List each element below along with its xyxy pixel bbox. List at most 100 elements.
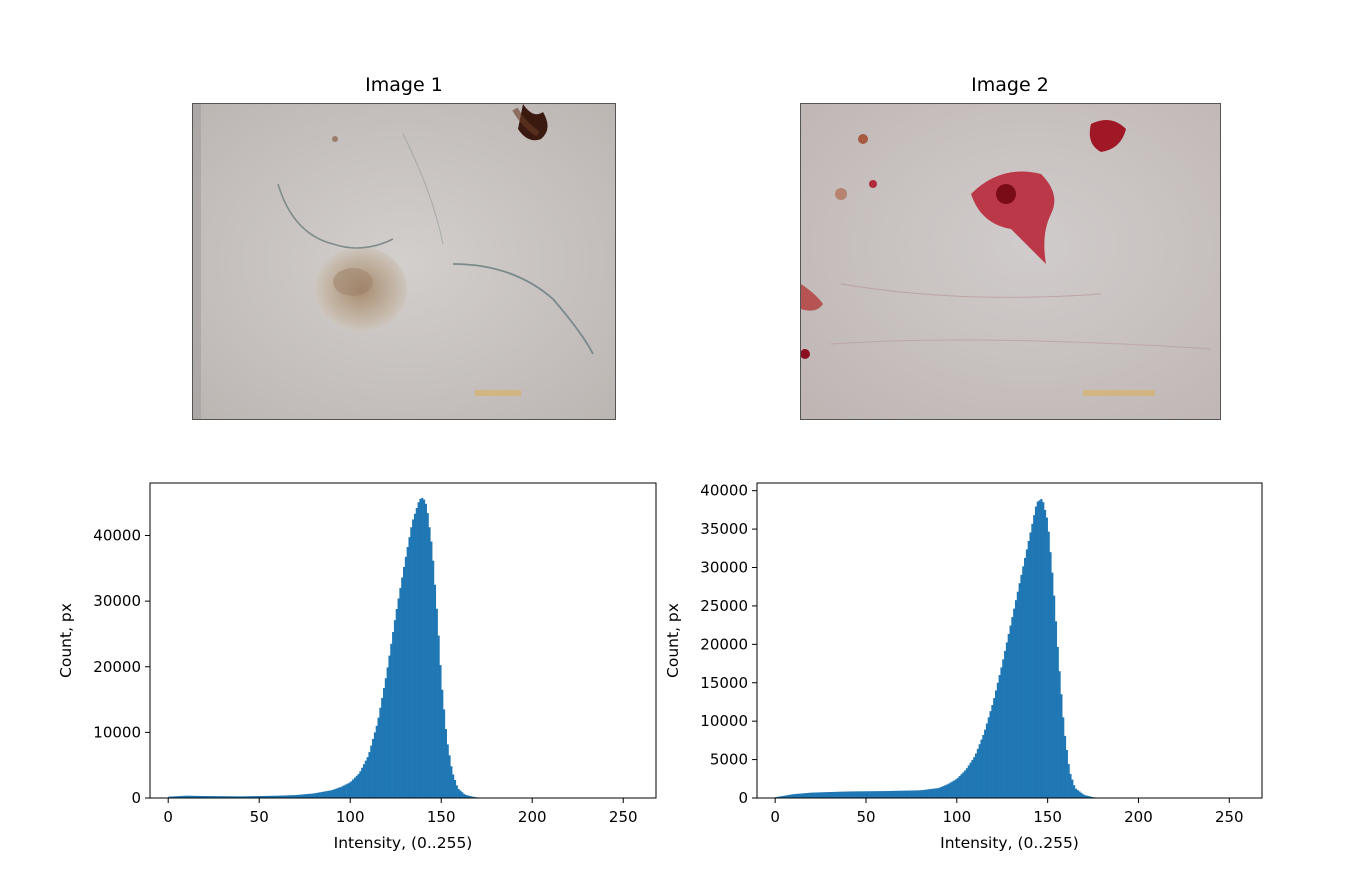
histogram-bar	[405, 557, 407, 798]
histogram-bar	[920, 790, 922, 798]
histogram-bar	[1037, 502, 1039, 798]
y-tick-label: 40000	[700, 482, 748, 500]
histogram-bar	[383, 688, 385, 798]
histogram-bar	[964, 771, 966, 799]
histogram-bar	[1015, 600, 1017, 798]
histogram-bar	[421, 498, 423, 798]
histogram-bar	[993, 698, 995, 798]
histogram-bar	[966, 768, 968, 798]
histogram-bar	[398, 599, 400, 799]
histogram-bar	[387, 667, 389, 798]
x-tick-label: 0	[163, 808, 173, 826]
histogram-bar	[441, 690, 443, 798]
histogram-bar	[922, 790, 924, 798]
histogram-bar	[951, 781, 953, 798]
histogram-bar	[960, 774, 962, 798]
x-tick-label: 0	[770, 808, 780, 826]
histogram-bar	[1049, 552, 1051, 798]
histogram-bar	[1079, 791, 1081, 798]
histogram-bar	[1029, 532, 1031, 798]
histogram-bar	[305, 794, 307, 798]
histogram-bar	[891, 791, 893, 798]
histogram-bar	[888, 791, 890, 798]
histogram-bar	[363, 764, 365, 798]
histogram-bar	[1002, 659, 1004, 798]
histogram-bar	[917, 790, 919, 798]
histogram-bar	[454, 780, 456, 798]
histogram-bar	[939, 788, 941, 798]
histogram-bar	[826, 792, 828, 798]
histogram-bar	[359, 771, 361, 798]
histogram-bar	[1064, 736, 1066, 798]
histogram-bar	[316, 793, 318, 798]
histogram-bar	[908, 791, 910, 798]
histogram-bar	[862, 791, 864, 798]
x-tick-label: 150	[427, 808, 456, 826]
histogram-bar	[321, 792, 323, 798]
histogram-bar	[325, 791, 327, 798]
histogram-bar	[871, 791, 873, 798]
histogram-bar	[835, 792, 837, 798]
histogram-bar	[458, 789, 460, 798]
histogram-bar	[875, 791, 877, 798]
histogram-bar	[436, 609, 438, 798]
histogram-bar	[808, 793, 810, 798]
histogram-bar	[893, 791, 895, 798]
histogram-bar	[452, 774, 454, 798]
histogram-1: 0 50 100 150 200 250 0 10000 20000 30000 40000 Inte…	[57, 483, 656, 852]
histogram-bar	[930, 789, 932, 798]
histogram-bar	[381, 698, 383, 798]
histogram-bar	[995, 690, 997, 798]
histogram-bar	[850, 791, 852, 798]
histogram-bar	[319, 792, 321, 798]
x-tick-label: 250	[1215, 808, 1244, 826]
histogram-bar	[899, 791, 901, 798]
histogram-bar	[390, 644, 392, 798]
histogram-bar	[385, 678, 387, 798]
histogram-bar	[439, 665, 441, 798]
histogram-bar	[915, 790, 917, 798]
histogram-bar	[942, 786, 944, 798]
histogram-bar	[354, 778, 356, 798]
histogram-bar	[833, 792, 835, 798]
histogram-bar	[790, 795, 792, 798]
y-tick-label: 5000	[710, 751, 748, 769]
histogram-bar	[1073, 785, 1075, 798]
histogram-bar	[328, 791, 330, 798]
histogram-bar	[396, 609, 398, 798]
y-tick-label: 15000	[700, 674, 748, 692]
histogram-bar	[303, 794, 305, 798]
histogram-bar	[795, 794, 797, 798]
histogram-bar	[461, 792, 463, 798]
histogram-bar	[445, 729, 447, 798]
histogram-bar	[317, 793, 319, 798]
histogram-bar	[463, 794, 465, 798]
histogram-bar	[1069, 774, 1071, 798]
histogram-bar	[806, 793, 808, 798]
histogram-bar	[982, 735, 984, 798]
histogram-bar	[870, 791, 872, 798]
histogram-bar	[1008, 634, 1010, 798]
histogram-bar	[403, 567, 405, 798]
histogram-bar	[895, 791, 897, 798]
histogram-bar	[370, 746, 372, 799]
histogram-bar	[1057, 647, 1059, 798]
y-tick-label: 35000	[700, 520, 748, 538]
histogram-bar	[910, 791, 912, 798]
histogram-bar	[1066, 750, 1068, 798]
histogram-bar	[799, 794, 801, 798]
histogram-bar	[864, 791, 866, 798]
histogram-bar	[327, 791, 329, 798]
histogram-bar	[425, 504, 427, 798]
histogram-bar	[352, 779, 354, 798]
histogram-bar	[821, 792, 823, 798]
histogram-bar	[374, 732, 376, 798]
histogram-bar	[999, 675, 1001, 798]
x-tick-label: 50	[250, 808, 269, 826]
histogram-bar	[308, 794, 310, 798]
histogram-bar	[977, 749, 979, 798]
histogram-2: 0 50 100 150 200 2500500010000150002000025000…	[664, 482, 1262, 852]
histogram-bar	[802, 793, 804, 798]
histogram-bar	[881, 791, 883, 798]
